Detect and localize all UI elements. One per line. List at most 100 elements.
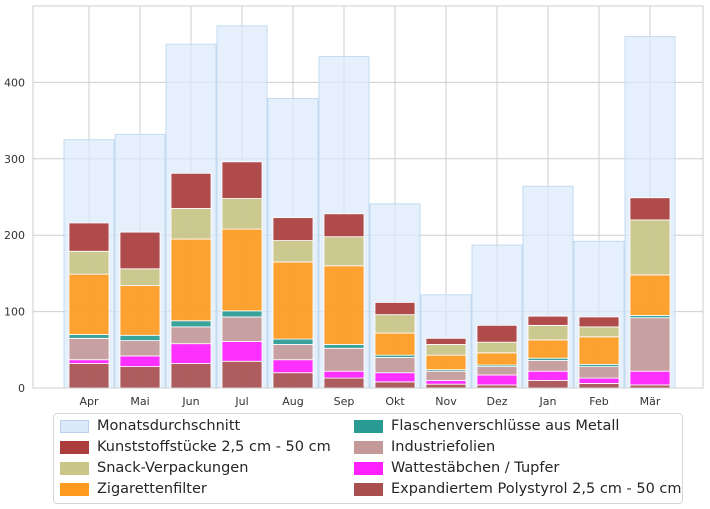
legend-swatch <box>354 440 383 454</box>
bar-segment <box>476 341 518 354</box>
bar-segment <box>323 377 365 389</box>
legend-label: Zigarettenfilter <box>97 481 207 497</box>
y-tick-label: 400 <box>4 76 25 89</box>
bar-segment <box>119 340 161 357</box>
legend-label: Flaschenverschlüsse aus Metall <box>391 418 620 434</box>
bar-segment <box>323 370 365 379</box>
bar-segment <box>119 285 161 336</box>
bar-segment <box>272 372 314 389</box>
bar-segment <box>527 360 569 372</box>
bar-segment <box>221 340 263 362</box>
x-tick-label: Mär <box>640 395 661 408</box>
legend-label: Monatsdurchschnitt <box>97 418 241 434</box>
bar-segment <box>68 273 110 335</box>
bar-segment <box>323 213 365 238</box>
bar-segment <box>119 231 161 270</box>
bar-segment <box>170 172 212 209</box>
bar-segment <box>68 359 110 364</box>
legend-label: Expandiertem Polystyrol 2,5 cm - 50 cm <box>391 481 682 497</box>
x-tick-label: Feb <box>589 395 608 408</box>
bar-segment <box>374 314 416 334</box>
bar-segment <box>476 374 518 386</box>
stacked-bars <box>68 161 671 389</box>
x-tick-label: Jun <box>181 395 199 408</box>
bar-segment <box>323 236 365 267</box>
bar-segment <box>221 228 263 312</box>
bar-segment <box>323 347 365 372</box>
bar-segment <box>527 315 569 326</box>
bar-segment <box>68 337 110 361</box>
bar-segment <box>578 326 620 338</box>
bar-segment <box>578 377 620 384</box>
bar-segment <box>119 355 161 368</box>
bar-segment <box>119 366 161 389</box>
bar-segment <box>119 334 161 342</box>
bar-segment <box>578 336 620 365</box>
bar-segment <box>272 240 314 263</box>
bar-segment <box>578 366 620 379</box>
bar-segment <box>476 352 518 366</box>
bar-segment <box>221 198 263 230</box>
bar-segment <box>629 219 671 276</box>
bar-segment <box>527 379 569 389</box>
bar-segment <box>425 354 467 371</box>
legend-item-monatsdurchschnitt: Monatsdurchschnitt <box>60 416 240 436</box>
bar-segment <box>170 363 212 389</box>
x-tick-label: Okt <box>385 395 405 408</box>
legend-item-flaschenverschluesse: Flaschenverschlüsse aus Metall <box>354 416 619 436</box>
bar-segment <box>272 338 314 345</box>
bar-segment <box>170 238 212 322</box>
bar-segment <box>68 222 110 252</box>
bar-segment <box>221 316 263 342</box>
bar-segment <box>68 363 110 389</box>
bar-segment <box>68 334 110 339</box>
bar-segment <box>119 268 161 287</box>
legend-item-snack-verpackungen: Snack-Verpackungen <box>60 458 248 478</box>
y-axis-tick-labels: 0 100 200 300 400 <box>4 76 25 395</box>
bar-segment <box>272 217 314 241</box>
x-tick-label: Apr <box>79 395 99 408</box>
bar-segment <box>425 370 467 381</box>
x-axis-tick-labels: Apr Mai Jun Jul Aug Sep Okt Nov Dez Jan Feb Mär <box>79 395 660 408</box>
bar-segment <box>374 381 416 389</box>
bar-segment <box>527 324 569 341</box>
bar-segment <box>221 161 263 199</box>
y-tick-label: 100 <box>4 306 25 319</box>
bar-segment <box>527 339 569 359</box>
legend-swatch <box>354 482 383 496</box>
legend-swatch <box>354 461 383 475</box>
bar-segment <box>221 310 263 318</box>
bar-segment <box>527 370 569 381</box>
legend-swatch <box>354 419 383 433</box>
y-tick-label: 200 <box>4 229 25 242</box>
bar-segment <box>476 324 518 343</box>
legend: Monatsdurchschnitt Kunststoffstücke 2,5 … <box>53 413 683 504</box>
bar-segment <box>221 360 263 389</box>
legend-item-industriefolien: Industriefolien <box>354 437 495 457</box>
legend-swatch <box>60 461 89 475</box>
bar-segment <box>425 379 467 385</box>
bar-segment <box>425 337 467 345</box>
bar-segment <box>374 302 416 316</box>
legend-swatch <box>60 419 89 433</box>
legend-item-expandiertem-polystyrol: Expandiertem Polystyrol 2,5 cm - 50 cm <box>354 479 682 499</box>
legend-item-zigarettenfilter: Zigarettenfilter <box>60 479 207 499</box>
x-tick-label: Mai <box>130 395 149 408</box>
y-tick-label: 300 <box>4 153 25 166</box>
x-tick-label: Jan <box>539 395 557 408</box>
bar-segment <box>629 370 671 386</box>
bar-segment <box>170 343 212 364</box>
x-tick-label: Nov <box>435 395 457 408</box>
bar-segment <box>272 359 314 374</box>
bar-segment <box>578 383 620 389</box>
bar-segment <box>425 383 467 389</box>
bar-segment <box>170 208 212 240</box>
legend-label: Industriefolien <box>391 439 496 455</box>
legend-label: Wattestäbchen / Tupfer <box>391 460 560 476</box>
bar-segment <box>425 344 467 356</box>
legend-swatch <box>60 440 89 454</box>
bar-segment <box>374 332 416 356</box>
y-tick-label: 0 <box>18 382 25 395</box>
legend-label: Kunststoffstücke 2,5 cm - 50 cm <box>97 439 331 455</box>
